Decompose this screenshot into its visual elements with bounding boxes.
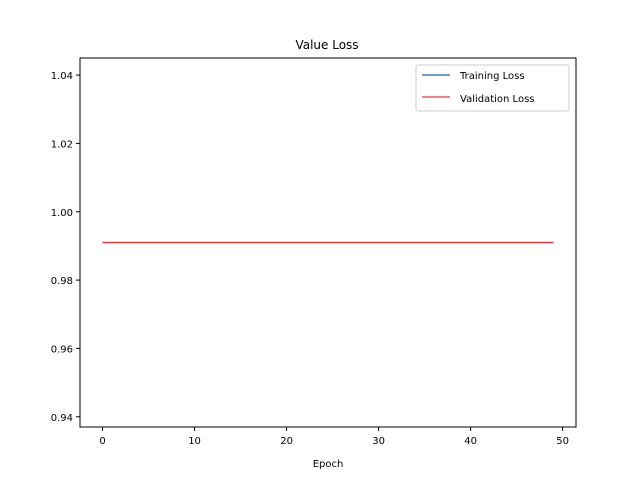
legend-label-training-loss: Training Loss [459,71,525,82]
chart-title: Value Loss [295,38,358,52]
x-tick-label: 30 [372,436,385,447]
legend-box [415,64,570,112]
plot-area-frame [79,57,577,428]
y-tick-label: 1.04 [51,71,73,82]
y-tick-label: 0.94 [51,413,73,424]
x-tick-label: 20 [280,436,293,447]
x-tick-label: 50 [556,436,569,447]
legend-label-validation-loss: Validation Loss [460,94,535,105]
x-tick-label: 40 [464,436,477,447]
y-tick-label: 1.00 [51,208,73,219]
legend: Training Loss Validation Loss [415,64,570,112]
x-axis-label: Epoch [313,459,344,470]
ticks-layer: 0 10 20 30 40 50 0.94 0.96 0.98 1.00 1.02 1.04 [51,71,569,447]
y-tick-label: 0.96 [51,344,73,355]
y-tick-label: 1.02 [51,139,73,150]
y-tick-label: 0.98 [51,276,73,287]
x-tick-label: 10 [188,436,201,447]
x-tick-label: 0 [99,436,105,447]
